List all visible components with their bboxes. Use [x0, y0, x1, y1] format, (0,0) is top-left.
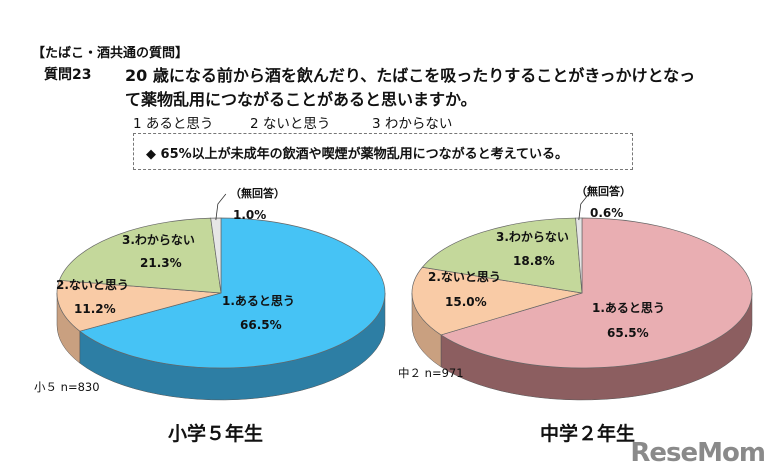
option-1: 1 あると思う	[133, 116, 214, 132]
left-label-noanswer: （無回答）	[230, 187, 285, 200]
left-value-unknown: 21.3%	[140, 256, 182, 270]
pie0-slice-2	[58, 217, 222, 294]
pie0-slice-0	[79, 217, 386, 369]
left-chart-title: 小学５年生	[168, 423, 264, 445]
pie0-leader-line	[215, 193, 227, 221]
right-value-noanswer: 0.6%	[590, 206, 624, 220]
right-value-unknown: 18.8%	[513, 254, 555, 268]
pie1-leader-line	[578, 193, 590, 221]
pie1-slice-1	[411, 266, 583, 336]
right-sample-size: 中２ n=971	[398, 366, 464, 380]
question-text-line1: 20 歳になる前から酒を飲んだり、たばこを吸ったりすることがきっかけとなっ	[125, 66, 696, 85]
question-number: 質問23	[44, 67, 92, 83]
left-value-no: 11.2%	[74, 302, 116, 316]
right-value-no: 15.0%	[445, 295, 487, 309]
watermark-logo: ReseMom	[630, 438, 766, 468]
right-label-unknown: 3.わからない	[496, 230, 569, 244]
left-label-unknown: 3.わからない	[122, 233, 195, 247]
pie1-slice-0	[440, 217, 753, 369]
right-label-noanswer: （無回答）	[576, 185, 631, 198]
left-label-no: 2.ないと思う	[56, 278, 129, 292]
pie1-slice-2	[421, 217, 583, 294]
right-label-yes: 1.あると思う	[592, 301, 665, 315]
left-value-noanswer: 1.0%	[233, 208, 267, 222]
option-3: 3 わからない	[372, 116, 453, 132]
summary-note-box: ◆ 65%以上が未成年の飲酒や喫煙が薬物乱用につながると考えている。	[133, 133, 633, 170]
left-sample-size: 小５ n=830	[34, 380, 100, 394]
right-label-no: 2.ないと思う	[428, 270, 501, 284]
summary-note: ◆ 65%以上が未成年の飲酒や喫煙が薬物乱用につながると考えている。	[146, 147, 568, 162]
option-2: 2 ないと思う	[250, 116, 331, 132]
right-chart-title: 中学２年生	[540, 423, 636, 445]
left-value-yes: 66.5%	[240, 318, 282, 332]
question-text-line2: て薬物乱用につながることがあると思いますか。	[125, 90, 477, 109]
left-label-yes: 1.あると思う	[222, 294, 295, 308]
right-value-yes: 65.5%	[607, 326, 649, 340]
pie0-slice-1	[56, 279, 222, 332]
section-title: 【たばこ・酒共通の質問】	[32, 46, 189, 61]
